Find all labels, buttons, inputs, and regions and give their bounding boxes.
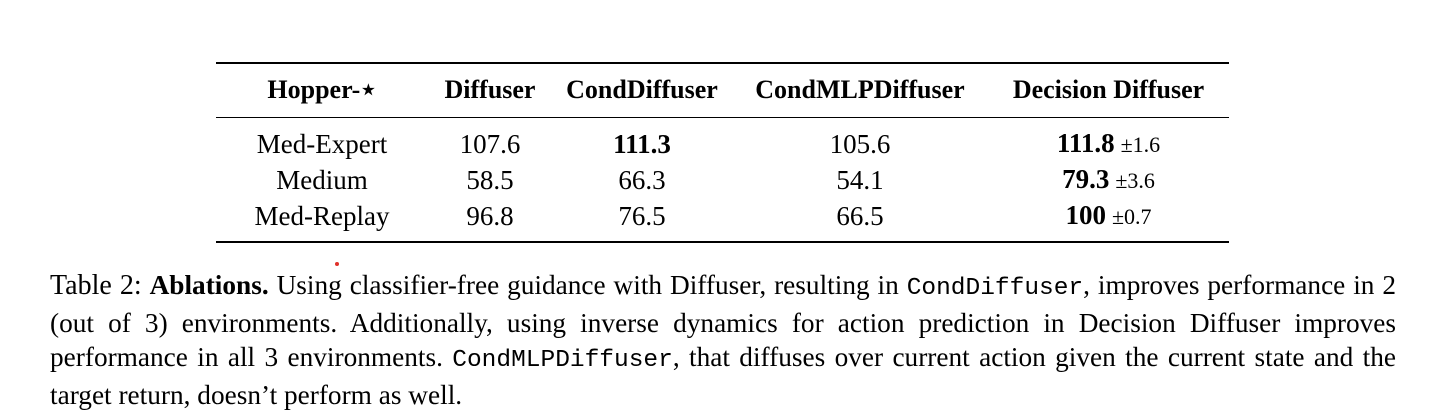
decision-diffuser-cell: 111.8 ±1.6	[988, 118, 1229, 163]
header-decision-diffuser: Decision Diffuser	[1012, 75, 1205, 104]
env-name: Med-Expert	[256, 129, 388, 159]
annotation-dot	[335, 262, 339, 266]
diffuser-score: 58.5	[466, 165, 514, 195]
cond-mlp-diffuser-score: 66.5	[836, 201, 884, 231]
env-name: Medium	[276, 165, 368, 195]
cond-mlp-diffuser-score: 105.6	[829, 129, 891, 159]
header-cond-mlp-diffuser: CondMLPDiffuser	[755, 75, 965, 104]
caption-text-2: , improves performance in 2 (out of 3) e…	[50, 270, 1397, 372]
caption-label: Table 2:	[50, 270, 142, 301]
env-name: Med-Replay	[254, 201, 390, 231]
table-header-row: Hopper-⋆ Diffuser CondDiffuser CondMLPDi…	[216, 63, 1229, 118]
decision-diffuser-score: 79.3	[1062, 164, 1110, 194]
table-caption: Table 2: Ablations. Using classifier-fre…	[50, 268, 1396, 412]
diffuser-score: 96.8	[466, 201, 514, 231]
cond-diffuser-score: 111.3	[613, 129, 671, 159]
table-row: Med-Replay 96.8 76.5 66.5 100 ±0.7	[216, 198, 1229, 242]
ablation-table: Hopper-⋆ Diffuser CondDiffuser CondMLPDi…	[216, 62, 1229, 243]
cond-diffuser-score: 66.3	[618, 165, 666, 195]
decision-diffuser-std: ±3.6	[1115, 168, 1155, 193]
header-environment: Hopper-⋆	[267, 75, 377, 104]
ablation-table-wrapper: Hopper-⋆ Diffuser CondDiffuser CondMLPDi…	[216, 62, 1229, 243]
table-row: Med-Expert 107.6 111.3 105.6 111.8 ±1.6	[216, 118, 1229, 163]
decision-diffuser-std: ±0.7	[1111, 204, 1152, 229]
caption-text-3: , that diffuses over current action give…	[50, 342, 1396, 410]
decision-diffuser-cell: 100 ±0.7	[988, 198, 1229, 242]
header-cond-diffuser: CondDiffuser	[566, 75, 718, 104]
decision-diffuser-score: 100	[1065, 200, 1106, 230]
caption-code-cond-diffuser: CondDiffuser	[906, 275, 1084, 302]
table-row: Medium 58.5 66.3 54.1 79.3 ±3.6	[216, 162, 1229, 198]
cond-mlp-diffuser-score: 54.1	[836, 165, 884, 195]
caption-text-1: Using classifier-free guidance with Diff…	[276, 270, 899, 300]
header-diffuser: Diffuser	[444, 75, 536, 104]
decision-diffuser-std: ±1.6	[1120, 132, 1161, 157]
cond-diffuser-score: 76.5	[618, 201, 666, 231]
diffuser-score: 107.6	[459, 129, 521, 159]
decision-diffuser-score: 111.8	[1056, 128, 1115, 158]
caption-title: Ablations.	[149, 270, 269, 300]
caption-code-cond-mlp-diffuser: CondMLPDiffuser	[452, 347, 673, 374]
decision-diffuser-cell: 79.3 ±3.6	[988, 162, 1229, 198]
